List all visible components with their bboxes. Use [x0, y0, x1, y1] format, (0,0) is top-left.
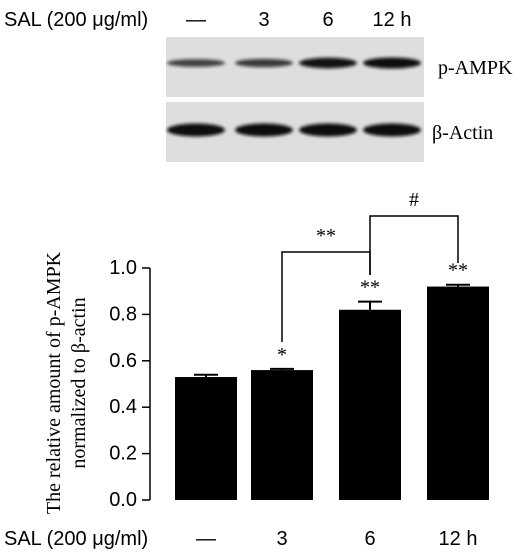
comparison-brackets: ** # — [281, 189, 459, 342]
blot-band — [363, 57, 421, 69]
blot-protein-label: p-AMPK — [438, 57, 513, 79]
blot-bands — [167, 123, 421, 137]
bar — [175, 377, 237, 500]
y-tick-label: 0.4 — [109, 396, 137, 418]
y-tick-label: 0.2 — [109, 443, 137, 465]
x-tick-label: — — [196, 528, 216, 550]
blot-header: SAL (200 μg/ml) — 3 6 12 h — [4, 9, 411, 31]
blot-treatment-label: SAL (200 μg/ml) — [4, 9, 148, 31]
blot-panel-actin: β-Actin — [166, 102, 493, 162]
significance-marker: * — [277, 344, 287, 366]
blot-band — [167, 123, 225, 137]
x-tick-labels: — 3 6 12 h — [196, 528, 477, 550]
bars: ***** — [175, 260, 489, 500]
blot-lane-label: — — [186, 9, 206, 31]
y-tick-label: 1.0 — [109, 257, 137, 279]
comparison-label: # — [409, 189, 419, 211]
bar — [339, 309, 401, 500]
y-axis: 0.0 0.2 0.4 0.6 0.8 1.0 — [109, 257, 151, 511]
blot-protein-label: β-Actin — [432, 122, 493, 144]
blot-band — [167, 59, 225, 67]
blot-band — [363, 123, 421, 137]
blot-band — [235, 58, 293, 68]
y-tick-label: 0.8 — [109, 303, 137, 325]
blot-band — [299, 123, 357, 137]
y-axis-title: The relative amount of p-AMPK normalized… — [43, 251, 90, 514]
blot-band — [299, 57, 357, 69]
y-axis-title-line: The relative amount of p-AMPK — [43, 251, 65, 514]
blot-band — [235, 123, 293, 137]
y-tick-label: 0.6 — [109, 350, 137, 372]
blot-bands — [167, 57, 421, 69]
y-axis-title-line: normalized to β-actin — [68, 297, 90, 468]
bar — [427, 286, 489, 500]
comparison-bracket — [369, 215, 459, 275]
bar — [251, 370, 313, 500]
bar-chart: 0.0 0.2 0.4 0.6 0.8 1.0 The relative amount o… — [4, 189, 489, 550]
x-tick-label: 3 — [276, 528, 287, 550]
blot-lane-label: 6 — [322, 9, 333, 31]
blot-panel-pampk: p-AMPK — [166, 37, 513, 97]
comparison-label: ** — [316, 225, 336, 247]
significance-marker: ** — [360, 277, 380, 299]
x-tick-label: 6 — [364, 528, 375, 550]
blot-lane-label: 12 h — [373, 9, 412, 31]
significance-marker: ** — [448, 260, 468, 282]
x-tick-label: 12 h — [439, 528, 478, 550]
blot-lane-label: 3 — [258, 9, 269, 31]
y-tick-label: 0.0 — [109, 489, 137, 511]
x-axis-title: SAL (200 μg/ml) — [4, 528, 148, 550]
